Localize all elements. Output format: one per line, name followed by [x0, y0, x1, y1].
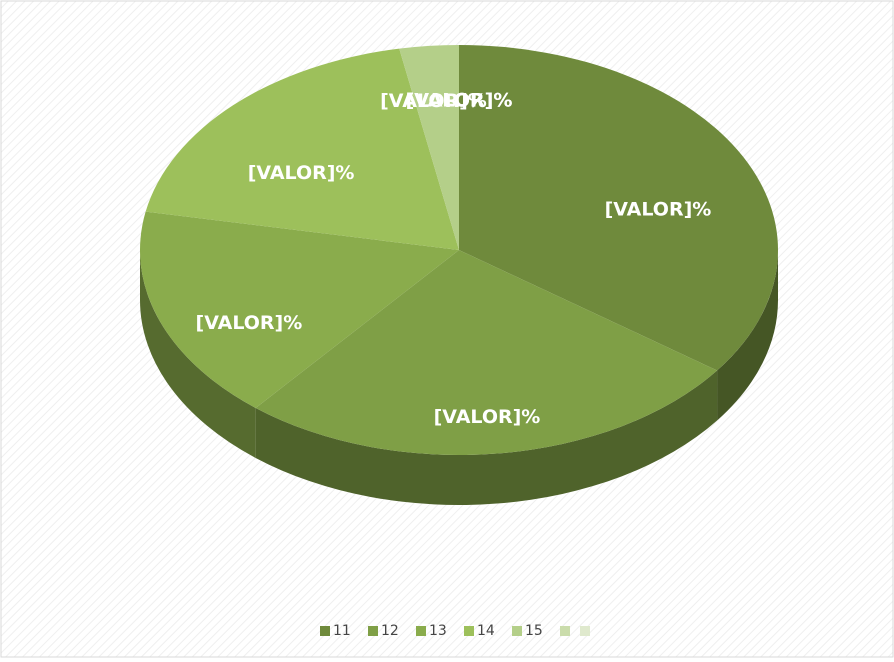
legend-swatch	[416, 626, 426, 636]
data-label: [VALOR]%	[248, 162, 355, 184]
legend-label: 12	[381, 623, 399, 639]
slice-side	[255, 370, 718, 505]
legend-label: 15	[525, 623, 543, 639]
legend-swatch	[560, 626, 570, 636]
slice-side	[717, 250, 778, 421]
legend-swatch	[512, 626, 522, 636]
data-label: [VALOR]%	[380, 90, 487, 112]
data-label: [VALOR]%	[605, 198, 712, 220]
legend-swatch	[368, 626, 378, 636]
data-label: [VALOR]%	[434, 406, 541, 428]
legend-label: 11	[333, 623, 351, 639]
legend-swatch	[464, 626, 474, 636]
legend-swatch	[320, 626, 330, 636]
slice	[140, 211, 459, 408]
data-label: [VALOR]%	[406, 89, 513, 111]
slice	[399, 45, 459, 250]
data-label: [VALOR]%	[196, 312, 303, 334]
legend-swatch	[580, 626, 590, 636]
legend-label: 13	[429, 623, 447, 639]
slice	[145, 48, 459, 250]
slice-side	[140, 250, 256, 458]
slice	[459, 45, 778, 371]
legend-label: 14	[477, 623, 495, 639]
slice	[255, 250, 718, 455]
data-label: [VALOR]%	[406, 89, 513, 111]
